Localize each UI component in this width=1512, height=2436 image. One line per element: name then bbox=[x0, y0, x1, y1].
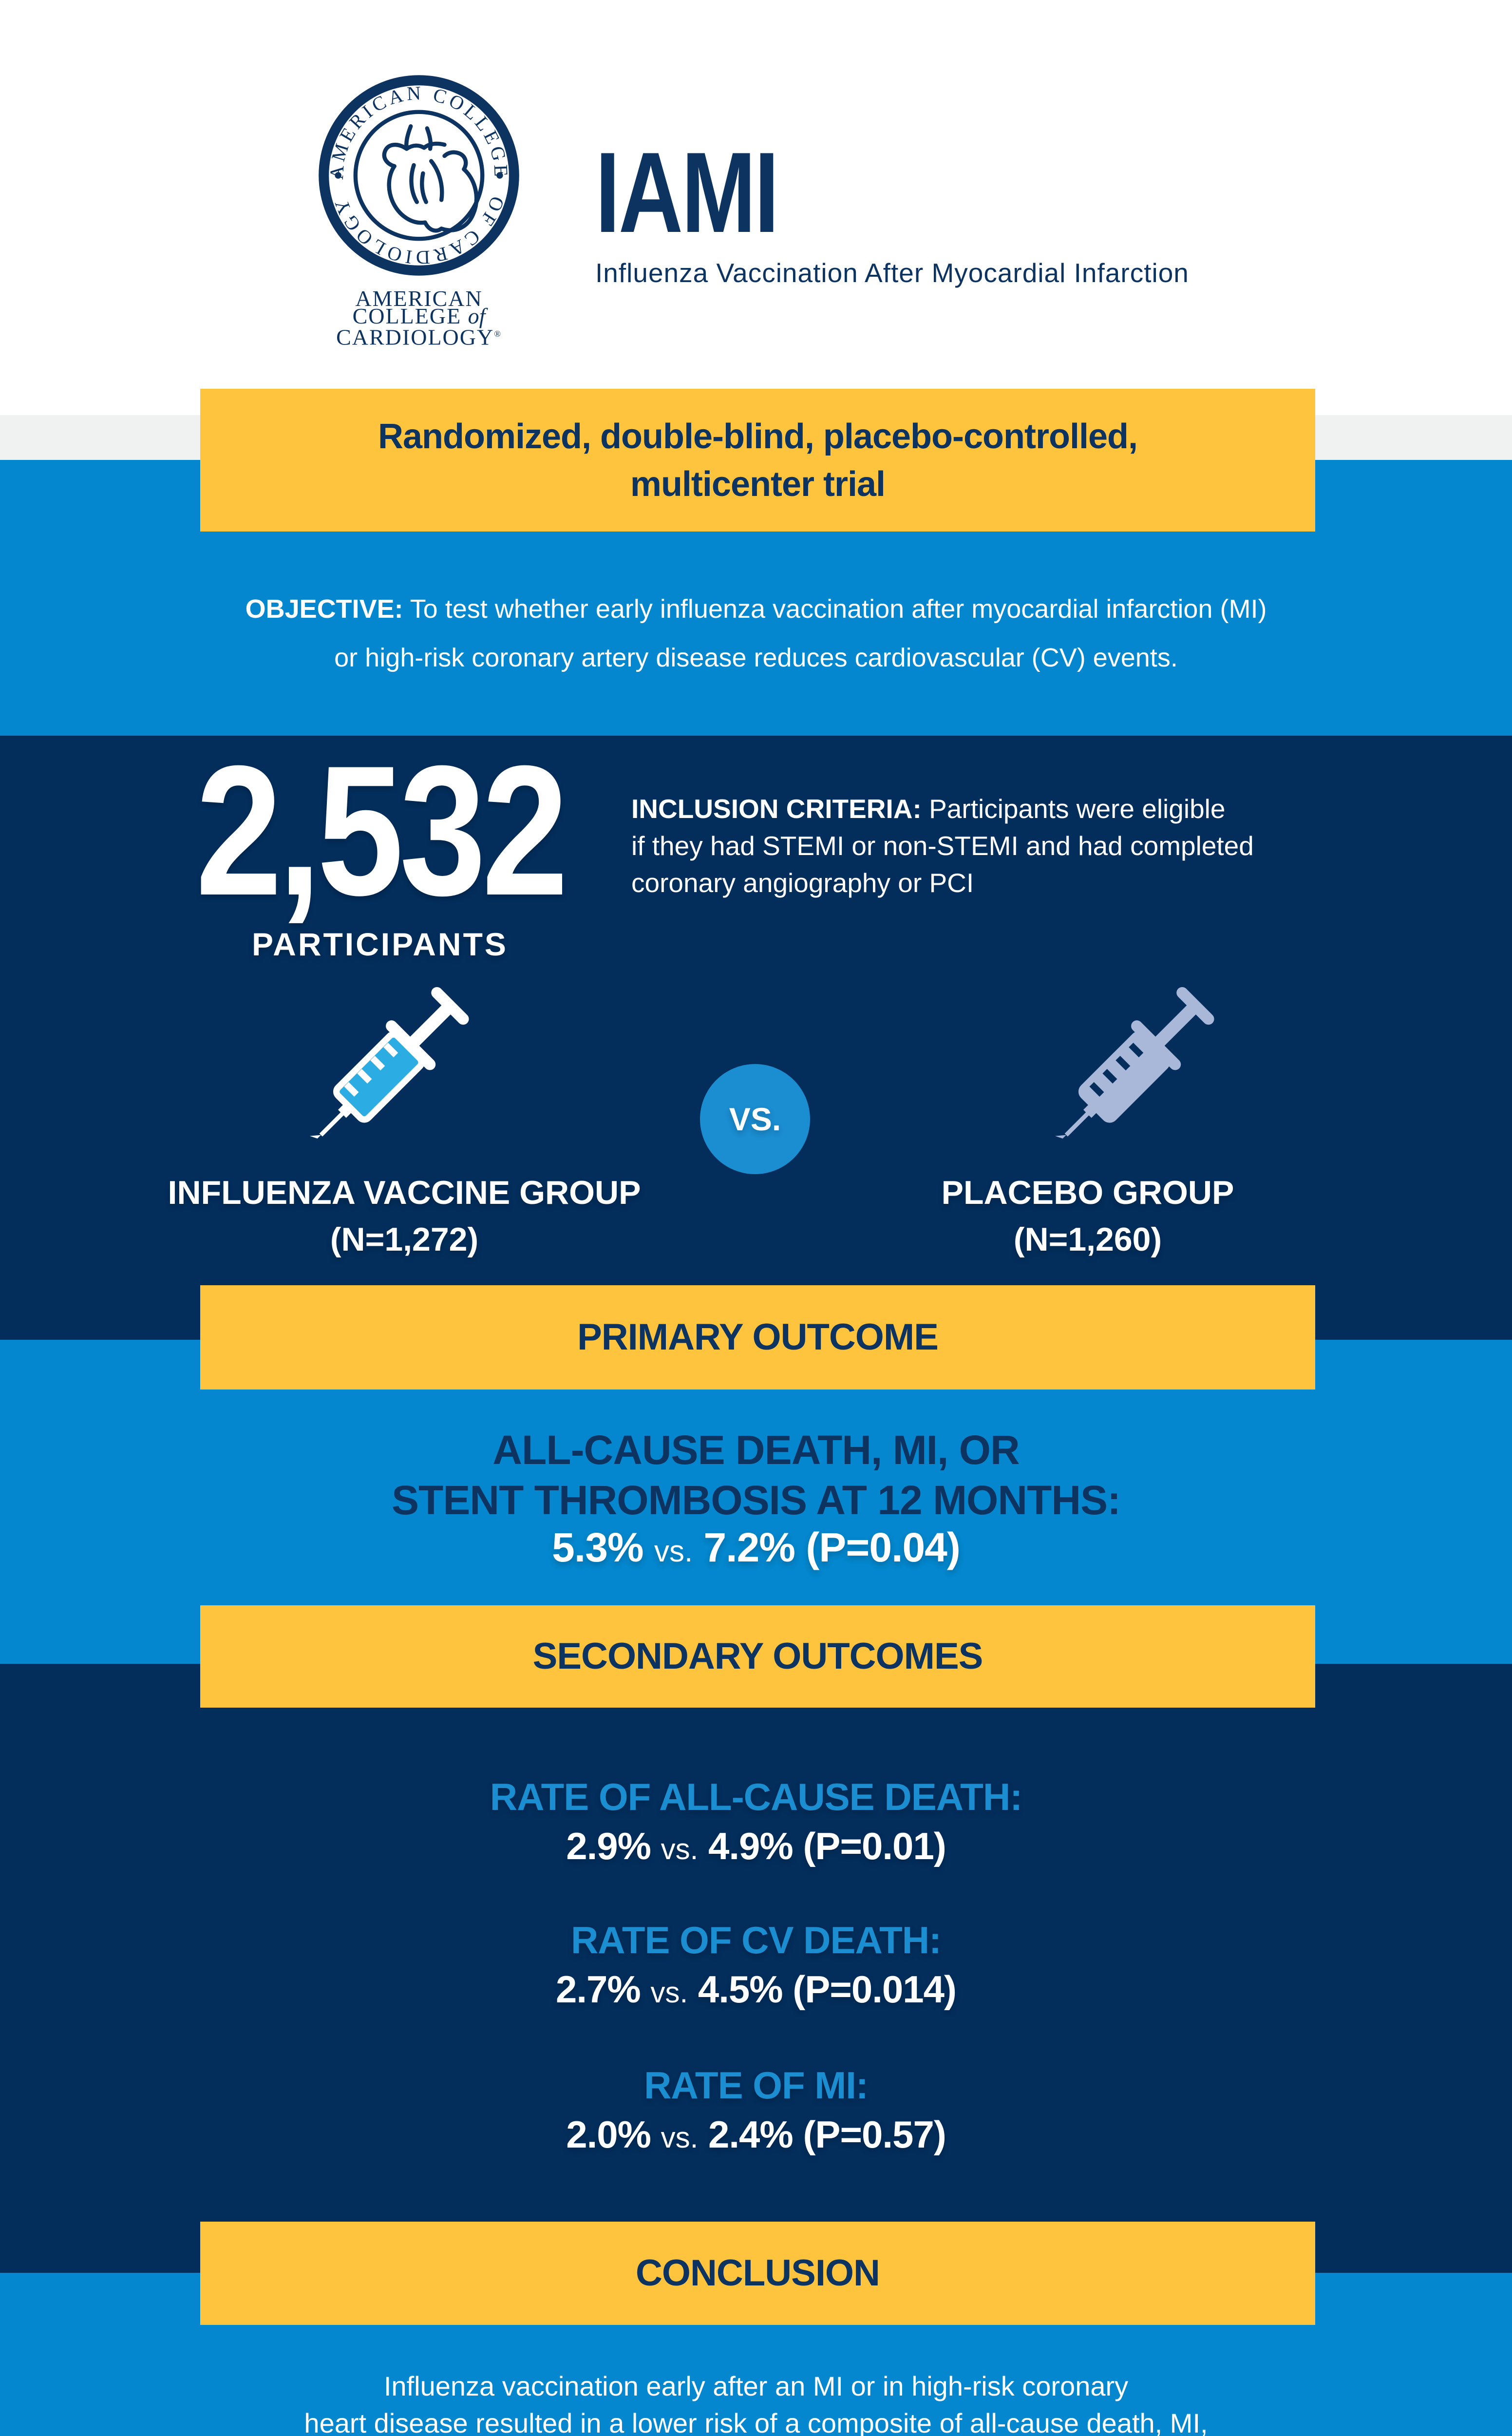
header-band bbox=[0, 0, 1512, 415]
participants-block: 2,532 PARTICIPANTS bbox=[151, 727, 609, 963]
primary-stat-vs: vs. bbox=[654, 1535, 693, 1568]
inclusion-criteria: INCLUSION CRITERIA: Participants were el… bbox=[631, 790, 1372, 901]
outcome-all-cause-death: RATE OF ALL-CAUSE DEATH: 2.9% vs. 4.9% (… bbox=[0, 1774, 1512, 1868]
participants-label: PARTICIPANTS bbox=[252, 926, 508, 962]
objective-label: OBJECTIVE: bbox=[245, 594, 403, 624]
placebo-group-n: (N=1,260) bbox=[1013, 1221, 1162, 1258]
wordmark-of: of bbox=[468, 304, 486, 328]
objective-text: OBJECTIVE: To test whether early influen… bbox=[0, 585, 1512, 682]
outcome-heading: RATE OF ALL-CAUSE DEATH: bbox=[490, 1775, 1022, 1818]
vaccine-group-name: INFLUENZA VACCINE GROUP bbox=[168, 1174, 641, 1211]
wordmark-line-1: AMERICAN bbox=[355, 286, 483, 311]
conclusion-banner-label: CONCLUSION bbox=[636, 2252, 880, 2294]
inclusion-line-1: INCLUSION CRITERIA: Participants were el… bbox=[631, 794, 1226, 824]
acc-seal-logo: AMERICAN COLLEGE OF CARDIOLOGY bbox=[319, 75, 519, 276]
primary-heading-line-2: STENT THROMBOSIS AT 12 MONTHS: bbox=[391, 1477, 1121, 1523]
heart-illustration-icon bbox=[382, 124, 479, 233]
outcome-stat: 2.0% vs. 2.4% (P=0.57) bbox=[566, 2113, 946, 2156]
placebo-group-label: PLACEBO GROUP (N=1,260) bbox=[844, 1169, 1331, 1263]
title-block: IAMI bbox=[595, 128, 829, 256]
outcome-cv-death: RATE OF CV DEATH: 2.7% vs. 4.5% (P=0.014… bbox=[0, 1918, 1512, 2012]
trial-design-line-1: Randomized, double-blind, placebo-contro… bbox=[378, 417, 1138, 456]
conclusion-text: Influenza vaccination early after an MI … bbox=[97, 2368, 1415, 2436]
inclusion-line-2: if they had STEMI or non-STEMI and had c… bbox=[631, 831, 1254, 861]
vs-badge: VS. bbox=[700, 1064, 810, 1174]
placebo-group-name: PLACEBO GROUP bbox=[941, 1174, 1234, 1211]
conclusion-banner: CONCLUSION bbox=[200, 2222, 1315, 2325]
trial-acronym-title: IAMI bbox=[595, 128, 779, 256]
acc-wordmark: AMERICAN COLLEGE of CARDIOLOGY® bbox=[273, 286, 565, 350]
outcome-stat: 2.9% vs. 4.9% (P=0.01) bbox=[566, 1825, 946, 1867]
objective-line-1: OBJECTIVE: To test whether early influen… bbox=[245, 594, 1267, 624]
primary-outcome-banner-label: PRIMARY OUTCOME bbox=[577, 1316, 939, 1358]
inclusion-line-3: coronary angiography or PCI bbox=[631, 868, 974, 898]
primary-outcome-banner: PRIMARY OUTCOME bbox=[200, 1285, 1315, 1389]
conclusion-line-2: heart disease resulted in a lower risk o… bbox=[304, 2408, 1208, 2436]
objective-line-2: or high-risk coronary artery disease red… bbox=[334, 643, 1178, 672]
secondary-outcomes-banner: SECONDARY OUTCOMES bbox=[200, 1605, 1315, 1708]
outcome-heading: RATE OF MI: bbox=[644, 2064, 869, 2107]
primary-heading-line-1: ALL-CAUSE DEATH, MI, OR bbox=[492, 1427, 1020, 1473]
vaccine-group-label: INFLUENZA VACCINE GROUP (N=1,272) bbox=[161, 1169, 648, 1263]
conclusion-line-1: Influenza vaccination early after an MI … bbox=[383, 2371, 1129, 2401]
outcome-stat: 2.7% vs. 4.5% (P=0.014) bbox=[556, 1968, 957, 2011]
trial-design-banner: Randomized, double-blind, placebo-contro… bbox=[200, 389, 1315, 532]
vaccine-group-n: (N=1,272) bbox=[330, 1221, 479, 1258]
outcome-mi: RATE OF MI: 2.0% vs. 2.4% (P=0.57) bbox=[0, 2063, 1512, 2157]
inclusion-label: INCLUSION CRITERIA: bbox=[631, 794, 922, 824]
primary-outcome-heading: ALL-CAUSE DEATH, MI, OR STENT THROMBOSIS… bbox=[0, 1425, 1512, 1525]
primary-outcome-stat: 5.3% vs. 7.2% (P=0.04) bbox=[0, 1524, 1512, 1571]
participant-count: 2,532 bbox=[195, 727, 568, 934]
vaccine-syringe-icon bbox=[273, 954, 502, 1183]
participants-band bbox=[0, 736, 1512, 1340]
outcome-heading: RATE OF CV DEATH: bbox=[570, 1919, 942, 1961]
primary-stat-placebo: 7.2% (P=0.04) bbox=[703, 1524, 961, 1570]
placebo-syringe-icon bbox=[1018, 954, 1247, 1183]
secondary-outcomes-band bbox=[0, 1664, 1512, 2273]
primary-stat-vaccine: 5.3% bbox=[552, 1524, 643, 1570]
trial-subtitle: Influenza Vaccination After Myocardial I… bbox=[595, 258, 1189, 288]
registered-mark: ® bbox=[494, 329, 502, 339]
wordmark-line-2: COLLEGE of bbox=[352, 304, 486, 328]
secondary-outcomes-banner-label: SECONDARY OUTCOMES bbox=[532, 1636, 983, 1677]
wordmark-line-3: CARDIOLOGY® bbox=[336, 324, 502, 350]
trial-design-line-2: multicenter trial bbox=[630, 464, 886, 504]
